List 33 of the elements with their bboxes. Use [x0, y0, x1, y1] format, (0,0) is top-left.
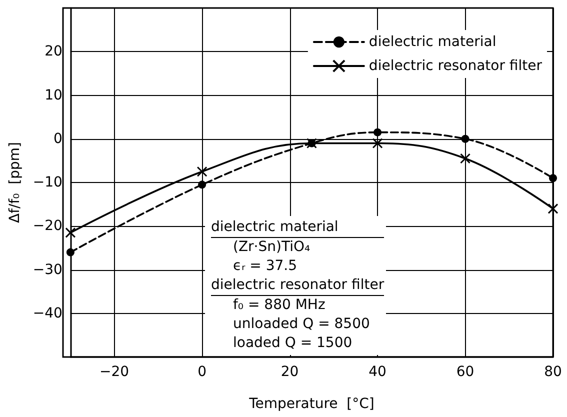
annotation: f₀ = 880 MHz: [232, 296, 326, 315]
annotation: ϵᵣ = 37.5: [232, 257, 298, 276]
legend-label: dielectric material: [368, 34, 496, 50]
y-tick-label: −20: [32, 218, 62, 234]
annotation: loaded Q = 1500: [232, 334, 354, 353]
point: [66, 248, 74, 256]
annotation: unloaded Q = 8500: [232, 315, 371, 334]
y-axis-title: Δf/f₀ [ppm]: [7, 142, 23, 223]
point: [372, 138, 383, 148]
y-tick-label: 10: [44, 87, 62, 104]
point: [198, 180, 206, 189]
y-tick-label: −10: [32, 174, 62, 190]
point: [460, 153, 471, 164]
y-tick-label: 0: [54, 130, 62, 147]
annotation: dielectric material: [211, 218, 384, 238]
x-tick-label: 40: [368, 364, 386, 380]
x-tick-label: 80: [544, 364, 562, 380]
x-tick-label: 60: [456, 364, 474, 380]
y-tick-label: −30: [32, 262, 62, 278]
point: [461, 134, 470, 143]
x-tick-label: −20: [100, 364, 130, 380]
y-tick-label: 20: [44, 44, 62, 60]
point: [65, 227, 76, 238]
annotation: (Zr·Sn)TiO₄: [232, 238, 312, 257]
x-axis-title: Temperature [°C]: [248, 396, 374, 412]
point: [196, 166, 208, 177]
legend-label: dielectric resonator filter: [368, 58, 542, 74]
y-tick-label: −40: [32, 305, 62, 322]
point: [548, 203, 558, 214]
x-tick-label: 20: [280, 364, 299, 380]
point: [374, 128, 382, 136]
x-tick-label: 0: [198, 364, 207, 380]
annotation: dielectric resonator filter: [211, 276, 384, 296]
